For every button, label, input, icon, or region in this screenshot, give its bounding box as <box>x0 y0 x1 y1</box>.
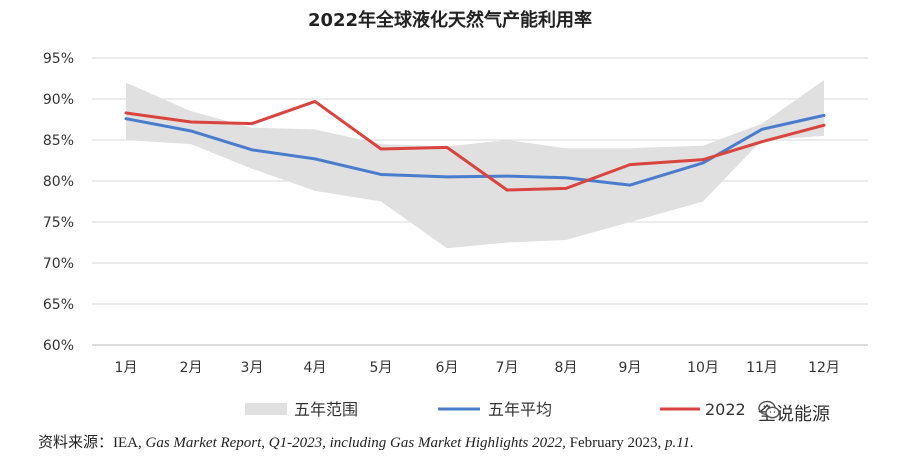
x-tick-label: 2月 <box>180 360 203 376</box>
x-tick-label: 1月 <box>115 360 138 376</box>
x-tick-label: 9月 <box>619 360 642 376</box>
range-band <box>126 80 824 249</box>
x-tick-label: 11月 <box>746 360 778 376</box>
source-date: February 2023, <box>565 435 666 451</box>
source-page: p.11. <box>665 435 694 451</box>
x-tick-label: 4月 <box>304 360 327 376</box>
x-tick-label: 8月 <box>555 360 578 376</box>
source-note: 资料来源：IEA, Gas Market Report, Q1-2023, in… <box>38 431 694 452</box>
y-tick-label: 80% <box>43 174 74 190</box>
legend-label: 五年范围 <box>294 400 358 419</box>
x-tick-label: 3月 <box>241 360 264 376</box>
y-tick-label: 85% <box>43 133 74 149</box>
x-tick-label: 6月 <box>436 360 459 376</box>
source-prefix: 资料来源：IEA, <box>38 435 146 451</box>
y-tick-label: 90% <box>43 92 74 108</box>
chart-title: 2022年全球液化天然气产能利用率 <box>307 10 593 31</box>
y-tick-label: 60% <box>43 338 74 354</box>
y-tick-label: 65% <box>43 297 74 313</box>
x-tick-label: 10月 <box>687 360 719 376</box>
x-tick-label: 7月 <box>496 360 519 376</box>
y-tick-label: 70% <box>43 256 74 272</box>
legend-label: 五年平均 <box>488 400 552 419</box>
watermark: 全说能源 <box>758 400 830 426</box>
y-tick-label: 95% <box>43 51 74 67</box>
source-report-title: Gas Market Report, Q1-2023, including Ga… <box>145 435 566 451</box>
x-tick-label: 12月 <box>808 360 840 376</box>
legend-label: 2022 <box>705 400 746 419</box>
wechat-icon <box>758 400 780 419</box>
legend-swatch <box>245 403 287 415</box>
x-tick-label: 5月 <box>370 360 393 376</box>
series-line <box>124 99 826 192</box>
y-tick-label: 75% <box>43 215 74 231</box>
